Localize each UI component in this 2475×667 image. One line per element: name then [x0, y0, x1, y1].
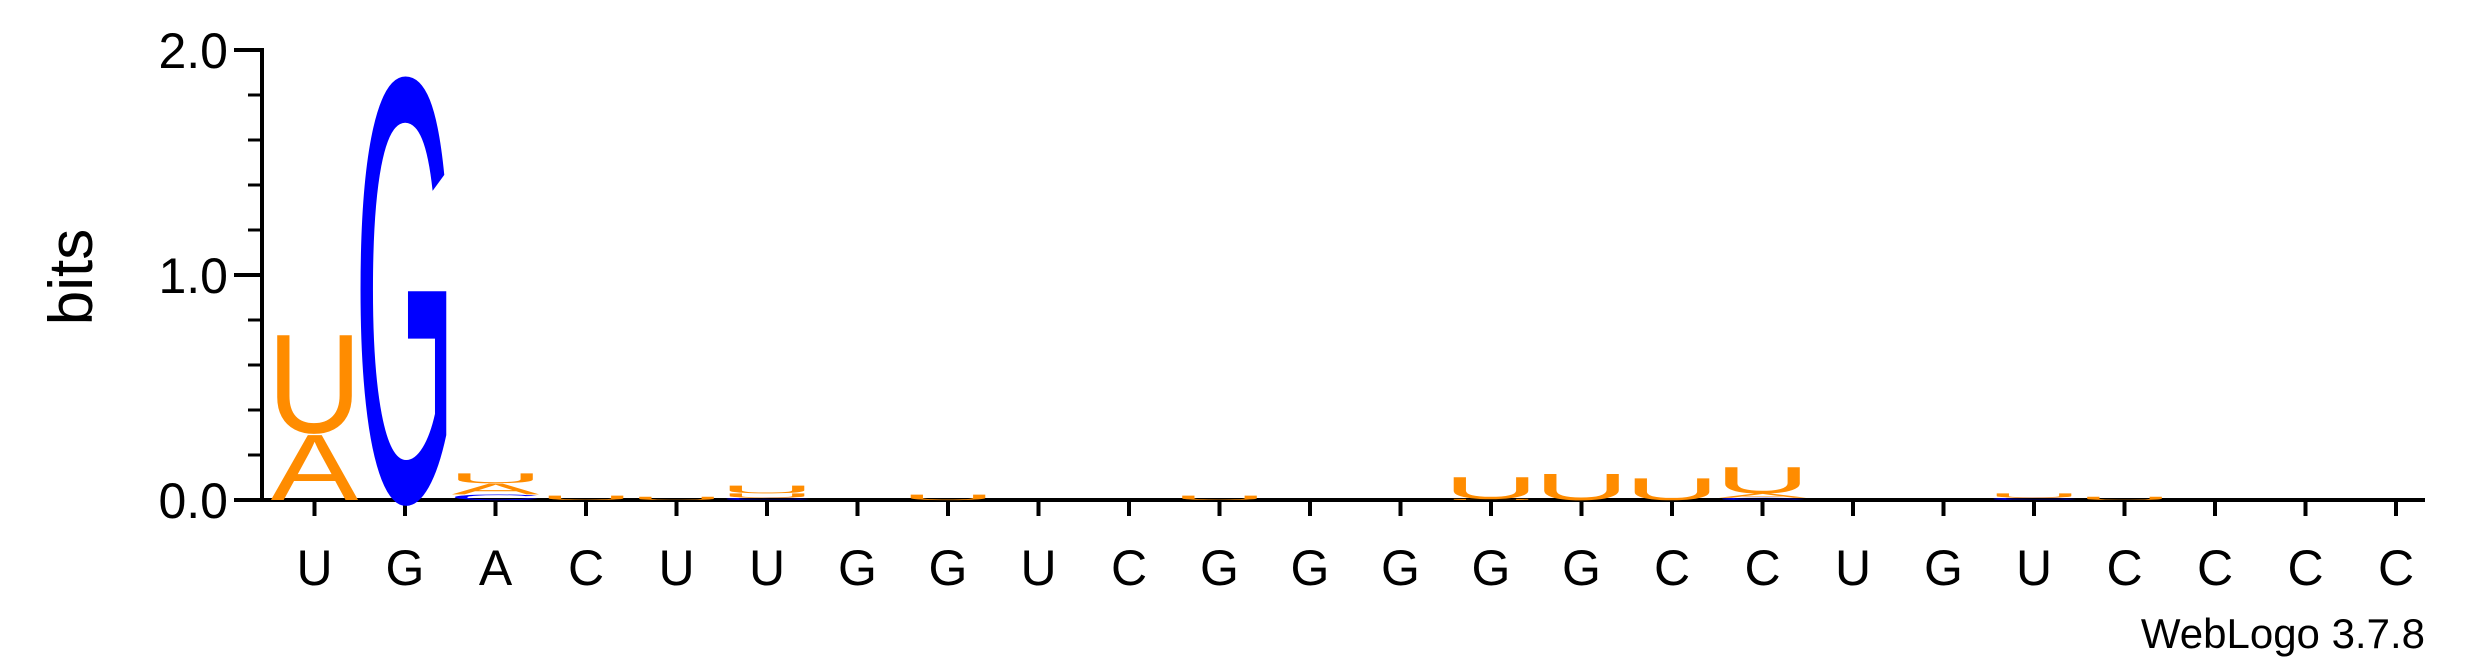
logo-letter-glyph: U: [629, 496, 724, 501]
logo-letter-U: U: [1715, 460, 1810, 502]
logo-letter-glyph: C: [720, 497, 815, 501]
x-position-label: C: [1744, 540, 1780, 596]
logo-letter-glyph: U: [448, 470, 543, 486]
x-position-label: C: [2106, 540, 2142, 596]
x-position-label: G: [1200, 540, 1239, 596]
logo-letter-A: A: [452, 480, 540, 498]
x-position-label: C: [1654, 540, 1690, 596]
x-position-label: G: [929, 540, 968, 596]
logo-letter-glyph: C: [448, 493, 543, 502]
logo-letter-A: A: [271, 416, 359, 521]
y-axis: 0.0 1.0 2.0: [158, 23, 264, 529]
x-position-label: G: [838, 540, 877, 596]
logo-letter-glyph: U: [1625, 472, 1720, 507]
x-position-label: A: [479, 540, 513, 596]
logo-letter-U: U: [629, 496, 724, 501]
logo-letter-U: U: [1444, 471, 1539, 506]
x-position-label: C: [2197, 540, 2233, 596]
logo-letter-glyph: U: [1534, 466, 1629, 508]
logo-letter-U: U: [2077, 496, 2172, 501]
logo-letter-G: G: [354, 0, 456, 629]
logo-letter-glyph: G: [354, 0, 456, 629]
logo-letter-glyph: U: [1444, 471, 1539, 506]
x-position-label: U: [1020, 540, 1056, 596]
logo-letter-glyph: U: [2077, 496, 2172, 501]
logo-letter-U: U: [1987, 492, 2082, 499]
logo-letter-glyph: U: [1987, 492, 2082, 499]
x-position-label: C: [2378, 540, 2414, 596]
logo-letter-glyph: A: [271, 416, 359, 521]
logo-letter-U: U: [1534, 466, 1629, 508]
x-position-label: G: [1291, 540, 1330, 596]
logo-letter-U: U: [539, 494, 634, 501]
logo-letter-U: U: [720, 483, 815, 495]
logo-letter-C: C: [1987, 497, 2082, 501]
logo-letter-glyph: U: [267, 304, 362, 463]
logo-letter-glyph: U: [720, 492, 815, 499]
x-position-label: G: [386, 540, 425, 596]
logo-letter-glyph: U: [539, 494, 634, 501]
logo-letter-U: U: [448, 470, 543, 486]
x-position-label: G: [1472, 540, 1511, 596]
logo-letter-C: C: [448, 493, 543, 502]
x-position-label: C: [2287, 540, 2323, 596]
logo-letter-U: U: [720, 492, 815, 499]
logo-letter-glyph: A: [452, 480, 540, 498]
y-tick-label: 1.0: [158, 248, 228, 304]
logo-letter-A: A: [1719, 492, 1807, 499]
logo-letter-glyph: U: [1172, 494, 1267, 501]
x-position-label: G: [1562, 540, 1601, 596]
x-position-label: U: [296, 540, 332, 596]
logo-letter-U: U: [1625, 472, 1720, 507]
logo-letter-glyph: A: [1719, 492, 1807, 499]
x-position-label: U: [1835, 540, 1871, 596]
logo-letter-glyph: C: [1715, 497, 1810, 501]
x-position-label: U: [658, 540, 694, 596]
x-position-label: C: [1111, 540, 1147, 596]
x-position-label: G: [1381, 540, 1420, 596]
x-position-label: U: [2016, 540, 2052, 596]
logo-letter-glyph: U: [901, 493, 996, 502]
x-position-label: C: [568, 540, 604, 596]
logo-letter-glyph: C: [1987, 497, 2082, 501]
x-position-label: G: [1924, 540, 1963, 596]
logo-letter-U: U: [1444, 499, 1539, 501]
logo-letter-glyph: U: [1715, 460, 1810, 502]
y-tick-label: 2.0: [158, 23, 228, 79]
logo-letter-C: C: [1715, 497, 1810, 501]
logo-letter-C: C: [720, 497, 815, 501]
logo-letter-U: U: [901, 493, 996, 502]
x-position-label: U: [749, 540, 785, 596]
logo-letter-glyph: U: [1444, 499, 1539, 501]
y-tick-label: 0.0: [158, 473, 228, 529]
y-axis-label: bits: [37, 229, 106, 325]
logo-letter-U: U: [267, 304, 362, 463]
logo-letter-glyph: U: [720, 483, 815, 495]
weblogo-credit: WebLogo 3.7.8: [2141, 610, 2425, 657]
logo-letter-U: U: [1172, 494, 1267, 501]
